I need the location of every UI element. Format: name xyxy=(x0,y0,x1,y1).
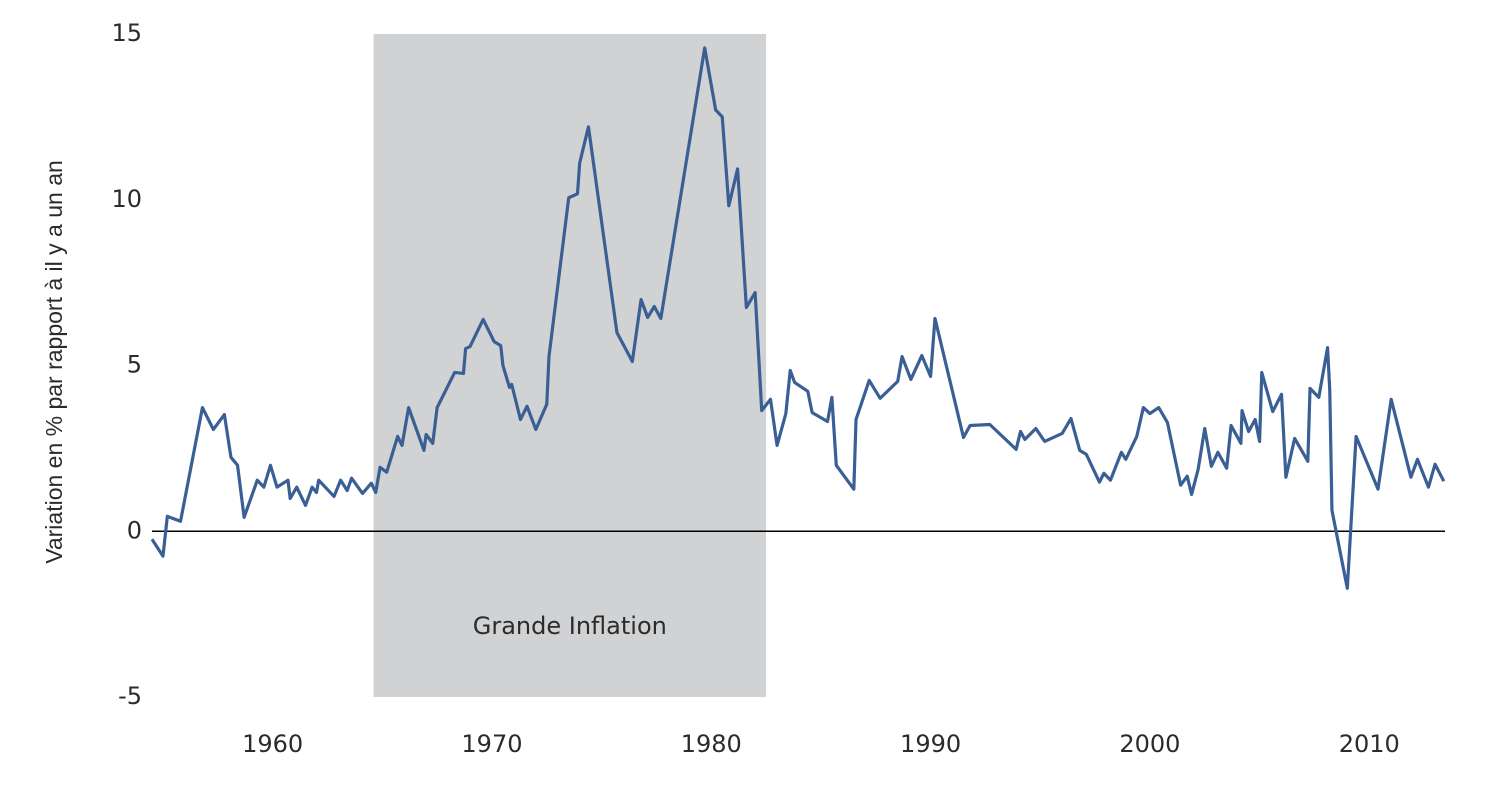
y-tick-label: 10 xyxy=(111,185,142,213)
y-tick-label: -5 xyxy=(118,682,142,710)
shaded-period xyxy=(373,34,767,697)
x-tick-label: 2000 xyxy=(1119,730,1180,758)
x-tick-label: 1970 xyxy=(461,730,522,758)
shade-label: Grande Inflation xyxy=(473,612,667,640)
data-line xyxy=(150,46,1446,590)
y-axis-title: Variation en % par rapport à il y a un a… xyxy=(41,160,67,564)
y-tick-label: 15 xyxy=(111,19,142,47)
y-tick-label: 5 xyxy=(127,351,142,379)
x-tick-label: 1980 xyxy=(681,730,742,758)
y-tick-label: 0 xyxy=(127,516,142,544)
x-tick-label: 2010 xyxy=(1339,730,1400,758)
x-tick-label: 1990 xyxy=(900,730,961,758)
x-tick-label: 1960 xyxy=(242,730,303,758)
